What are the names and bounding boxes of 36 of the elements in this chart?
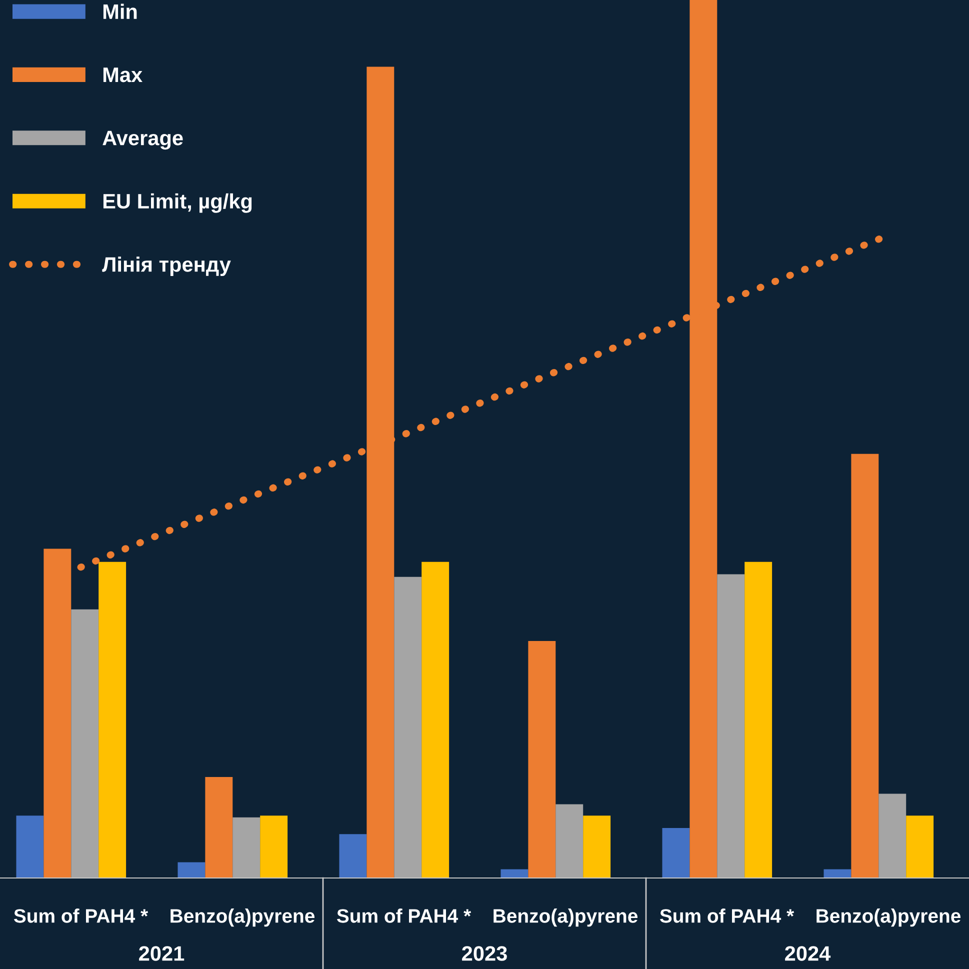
x-tick-label: Benzo(a)pyrene bbox=[816, 908, 961, 927]
bar bbox=[422, 562, 450, 878]
bar bbox=[339, 834, 367, 878]
bar bbox=[583, 816, 611, 878]
bar bbox=[44, 548, 72, 878]
text: 2023 bbox=[462, 946, 507, 961]
text: 2024 bbox=[785, 946, 831, 961]
legend-label: EU Limit, µg/kg bbox=[103, 193, 252, 213]
x-tick-label: Benzo(a)pyrene bbox=[170, 908, 315, 927]
bar bbox=[662, 828, 690, 878]
bar bbox=[824, 869, 852, 878]
legend-label: Min bbox=[103, 4, 137, 19]
bar bbox=[500, 869, 528, 878]
bar bbox=[717, 574, 745, 878]
x-tick-label: Sum of PAH4 * bbox=[660, 908, 794, 923]
bar bbox=[744, 562, 772, 878]
x-tick-label: Sum of PAH4 * bbox=[14, 908, 148, 923]
text: 2021 bbox=[139, 946, 184, 961]
bar bbox=[528, 640, 556, 878]
bar bbox=[16, 816, 44, 878]
x-tick-label: Sum of PAH4 * bbox=[336, 908, 472, 923]
bar bbox=[906, 816, 934, 878]
legend-label: Average bbox=[102, 130, 183, 150]
bar bbox=[71, 609, 99, 878]
legend-label: Лінія тренду bbox=[102, 256, 231, 276]
bar bbox=[232, 817, 260, 878]
bar bbox=[260, 816, 288, 878]
bar bbox=[556, 804, 584, 878]
bar bbox=[394, 576, 422, 878]
x-tick-label: Benzo(a)pyrene bbox=[494, 908, 638, 927]
bar bbox=[878, 794, 906, 878]
bar bbox=[178, 862, 206, 878]
bar bbox=[98, 562, 126, 878]
bar bbox=[205, 777, 233, 878]
legend-label: Max bbox=[103, 68, 142, 82]
bar bbox=[851, 454, 879, 878]
